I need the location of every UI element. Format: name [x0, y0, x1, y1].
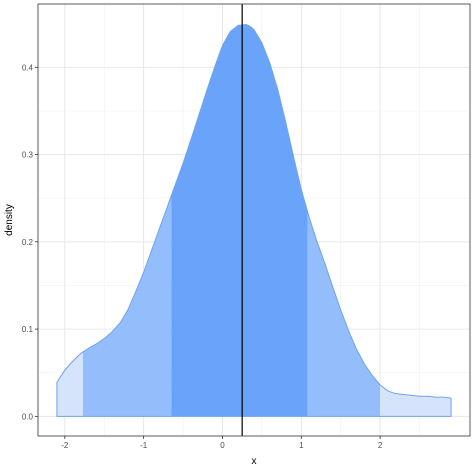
- x-axis-title: x: [252, 456, 257, 467]
- density-band-2: [82, 196, 172, 417]
- y-tick-label: 0.4: [22, 63, 34, 72]
- density-band-3: [171, 24, 308, 417]
- x-tick-label: 0: [220, 441, 225, 450]
- y-tick-label: 0.2: [22, 238, 34, 247]
- density-band-1: [56, 351, 83, 417]
- x-tick-label: 1: [299, 441, 304, 450]
- y-tick-label: 0.0: [22, 412, 34, 421]
- y-axis-title: density: [4, 204, 15, 236]
- x-tick-label: -1: [140, 441, 148, 450]
- y-tick-label: 0.3: [22, 151, 34, 160]
- density-band-4: [307, 211, 381, 417]
- density-bands: [56, 24, 452, 417]
- panel-border: [37, 3, 471, 437]
- y-tick-label: 0.1: [22, 325, 34, 334]
- x-tick-label: 2: [378, 441, 383, 450]
- density-outline: [56, 23, 452, 417]
- x-tick-label: -2: [61, 441, 69, 450]
- axis-ticks: -2 -1 0 1 2 0.0 0.1 0.2 0.3 0.4: [22, 63, 383, 450]
- density-band-5: [380, 384, 452, 417]
